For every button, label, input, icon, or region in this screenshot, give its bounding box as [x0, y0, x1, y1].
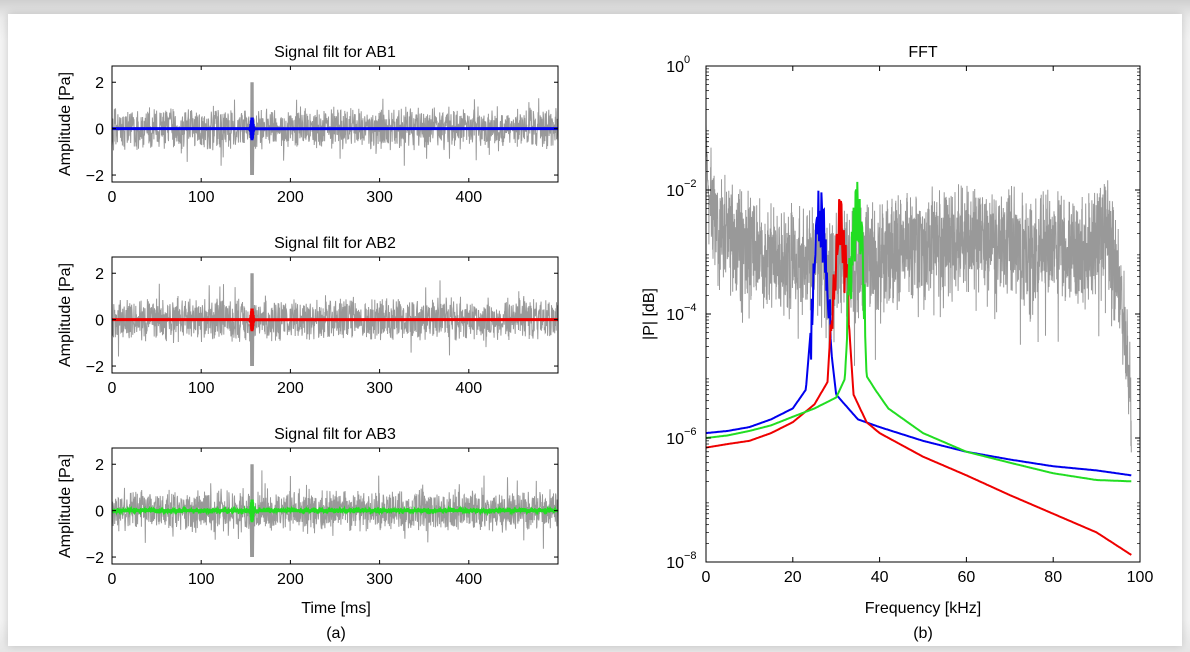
y-axis-label: Amplitude [Pa]	[57, 263, 74, 367]
time-panel-xlabel: Time [ms]	[301, 600, 371, 617]
filtered-signal-trace	[112, 308, 558, 332]
y-tick-exponent: −8	[684, 550, 697, 562]
x-tick-label: 300	[366, 380, 393, 397]
fft-xlabel: Frequency [kHz]	[865, 600, 981, 617]
plot-title: FFT	[908, 44, 938, 61]
filtered-signal-trace	[112, 117, 558, 141]
y-tick-label: 2	[95, 75, 104, 92]
x-tick-label: 0	[108, 571, 117, 588]
x-tick-label: 100	[1127, 569, 1154, 586]
x-tick-label: 100	[188, 189, 215, 206]
y-tick-exponent: −2	[684, 178, 697, 190]
x-tick-label: 60	[958, 569, 976, 586]
y-tick-label: −2	[86, 168, 104, 185]
x-tick-label: 200	[277, 571, 304, 588]
plot-frame	[111, 65, 559, 183]
ab1-spectrum-trace	[706, 190, 1132, 477]
y-tick-label: −2	[86, 359, 104, 376]
y-tick-label: 2	[95, 266, 104, 283]
y-tick-label: 10	[666, 431, 684, 448]
y-tick-label: 0	[95, 504, 104, 521]
x-tick-label: 0	[108, 189, 117, 206]
x-tick-label: 200	[277, 380, 304, 397]
x-tick-label: 300	[366, 571, 393, 588]
ab3-spectrum-trace	[706, 181, 1132, 483]
x-tick-label: 200	[277, 189, 304, 206]
y-tick-exponent: −4	[684, 302, 697, 314]
panel-label-a: (a)	[326, 625, 346, 642]
y-tick-label: 2	[95, 457, 104, 474]
x-tick-label: 300	[366, 189, 393, 206]
plot-title: Signal filt for AB1	[274, 44, 396, 61]
plot-title: Signal filt for AB3	[274, 426, 396, 443]
y-axis-label: Amplitude [Pa]	[57, 454, 74, 558]
ab2-spectrum-trace	[706, 198, 1132, 556]
plot-frame	[705, 65, 1141, 563]
y-tick-exponent: 0	[684, 54, 690, 66]
raw-signal-trace	[112, 464, 558, 558]
plot-frame	[111, 256, 559, 374]
x-tick-label: 0	[702, 569, 711, 586]
y-tick-label: 10	[666, 307, 684, 324]
y-axis-label: |P| [dB]	[641, 288, 658, 340]
x-tick-label: 0	[108, 380, 117, 397]
y-tick-label: −2	[86, 550, 104, 567]
x-tick-label: 400	[455, 571, 482, 588]
x-tick-label: 80	[1044, 569, 1062, 586]
x-tick-label: 100	[188, 380, 215, 397]
filtered-noise-band	[112, 505, 558, 517]
y-axis-label: Amplitude [Pa]	[57, 72, 74, 176]
x-tick-label: 40	[871, 569, 889, 586]
y-tick-label: 10	[666, 555, 684, 572]
x-tick-label: 100	[188, 571, 215, 588]
plot-frame	[111, 447, 559, 565]
raw-spectrum-trace	[706, 124, 1132, 453]
plot-title: Signal filt for AB2	[274, 235, 396, 252]
y-tick-label: 0	[95, 313, 104, 330]
y-tick-label: 10	[666, 183, 684, 200]
panel-label-b: (b)	[913, 625, 933, 642]
x-tick-label: 20	[784, 569, 802, 586]
x-tick-label: 400	[455, 189, 482, 206]
y-tick-label: 0	[95, 122, 104, 139]
x-tick-label: 400	[455, 380, 482, 397]
raw-signal-trace	[112, 273, 558, 367]
y-tick-exponent: −6	[684, 426, 697, 438]
y-tick-label: 10	[666, 59, 684, 76]
